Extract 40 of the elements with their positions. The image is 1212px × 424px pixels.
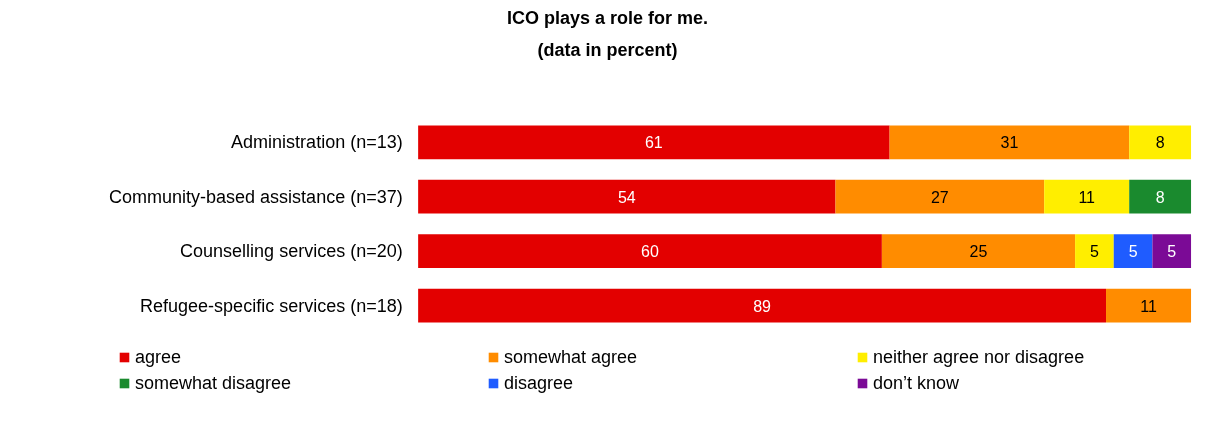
data-label: 11 — [1140, 297, 1157, 315]
bar — [881, 234, 1076, 268]
legend-label: agree — [135, 346, 183, 368]
y-tick-label: Administration (n=13) — [231, 132, 403, 153]
data-label: 89 — [753, 297, 772, 315]
bar — [418, 125, 890, 160]
legend-label: neither agree nor disagree — [873, 346, 1086, 368]
legend-label: somewhat agree — [504, 346, 639, 368]
y-tick-label: Counselling services (n=20) — [180, 241, 403, 262]
data-label: 5 — [1128, 243, 1138, 261]
data-label: 25 — [969, 243, 988, 261]
bar — [1129, 125, 1192, 160]
data-label: 8 — [1155, 188, 1165, 206]
data-label: 31 — [1000, 134, 1019, 152]
y-tick-label: Refugee-specific services (n=18) — [140, 295, 403, 316]
bar — [1075, 234, 1114, 268]
bar — [418, 234, 882, 268]
bar — [1152, 234, 1192, 268]
y-tick-label: Community-based assistance (n=37) — [109, 186, 403, 207]
legend-label: don’t know — [873, 372, 961, 394]
legend-label: somewhat disagree — [135, 372, 293, 394]
data-label: 60 — [641, 243, 660, 261]
data-label: 61 — [644, 134, 663, 152]
bar — [418, 179, 836, 214]
bar — [1113, 234, 1153, 268]
data-label: 11 — [1078, 188, 1096, 206]
data-label: 8 — [1155, 134, 1165, 152]
bar — [418, 288, 1107, 323]
data-label: 5 — [1089, 243, 1099, 261]
chart-title: ICO plays a role for me. — [506, 7, 709, 28]
bar — [1106, 288, 1192, 323]
chart-subtitle: (data in percent) — [537, 39, 678, 60]
data-label: 54 — [617, 188, 636, 206]
data-label: 5 — [1167, 243, 1177, 261]
bar — [889, 125, 1130, 160]
bar — [1129, 179, 1192, 214]
data-label: 27 — [930, 188, 949, 206]
bar — [835, 179, 1045, 214]
legend-label: disagree — [504, 372, 575, 394]
bar — [1044, 179, 1130, 214]
